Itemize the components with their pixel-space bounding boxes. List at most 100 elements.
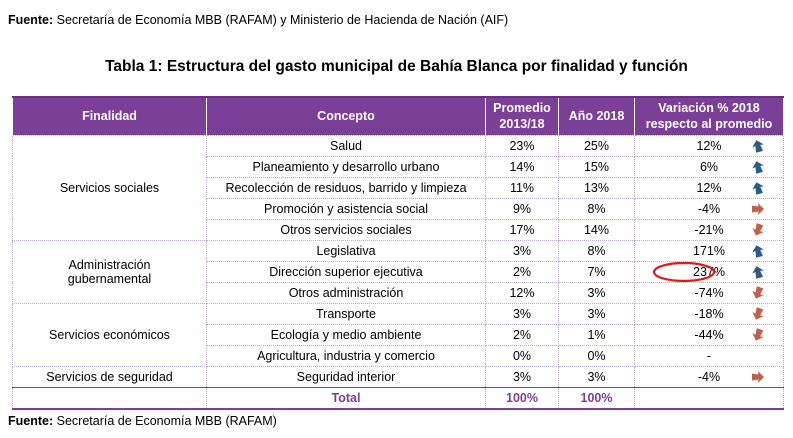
header-finalidad: Finalidad [12, 96, 207, 135]
concepto-cell: Otros servicios sociales [206, 218, 486, 241]
variacion-cell: -21% [634, 218, 784, 241]
variacion-cell: 237% [634, 260, 784, 283]
variacion-value: -4% [697, 201, 721, 216]
arrow-down-icon [752, 285, 764, 299]
finalidad-label: Servicios sociales [59, 180, 160, 195]
header-row: Finalidad Concepto Promedio 2013/18 Año 2… [12, 96, 784, 135]
concepto-cell: Promoción y asistencia social [206, 197, 486, 220]
finalidad-cell: Servicios económicos [12, 302, 207, 367]
anio-cell: 15% [558, 155, 635, 178]
variacion-value: 12% [696, 138, 722, 153]
concepto-cell: Planeamiento y desarrollo urbano [206, 155, 486, 178]
concepto-cell: Recolección de residuos, barrido y limpi… [206, 176, 486, 199]
promedio-cell: 14% [485, 155, 559, 178]
variacion-cell: 12% [634, 134, 784, 157]
total-label: Total [206, 386, 486, 410]
promedio-cell: 3% [485, 239, 559, 262]
variacion-value: 12% [696, 180, 722, 195]
variacion-value: 6% [699, 159, 719, 174]
table-row: Otros administración 12% 3% -74% [13, 281, 784, 304]
total-variacion-empty [634, 386, 784, 410]
table-row: Servicios sociales Salud 23% 25% 12% [12, 134, 784, 241]
source-note-top: Fuente: Secretaría de Economía MBB (RAFA… [8, 13, 508, 27]
finalidad-cell: Administración gubernamental [12, 239, 207, 304]
anio-cell: 25% [558, 134, 635, 157]
anio-cell: 1% [558, 323, 635, 346]
total-anio: 100% [558, 386, 635, 410]
arrow-down-icon [752, 306, 764, 320]
anio-cell: 8% [558, 197, 635, 220]
table-row: Planeamiento y desarrollo urbano 14% 15% 6% [13, 155, 784, 178]
promedio-cell: 0% [485, 344, 559, 367]
gasto-table: Finalidad Concepto Promedio 2013/18 Año 2… [12, 96, 784, 410]
promedio-cell: 3% [485, 302, 559, 325]
anio-cell: 8% [558, 239, 635, 262]
finalidad-label: Administración [68, 257, 151, 272]
promedio-cell: 17% [485, 218, 559, 241]
promedio-cell: 11% [485, 176, 559, 199]
variacion-value: -44% [694, 327, 724, 342]
table-row: Servicios de seguridad Seguridad interior… [12, 365, 784, 388]
promedio-cell: 3% [485, 365, 559, 388]
arrow-up-icon [752, 181, 764, 195]
header-promedio-line2: 2013/18 [499, 117, 545, 132]
arrow-right-icon [752, 370, 764, 383]
anio-cell: 3% [558, 365, 635, 388]
variacion-value: 237% [693, 264, 725, 279]
table-row: Servicios económicos Transporte 3% 3% -18% [12, 302, 784, 367]
variacion-value: -18% [694, 306, 724, 321]
finalidad-cell: Servicios sociales [12, 134, 207, 241]
variacion-value: -21% [694, 222, 724, 237]
table-title: Tabla 1: Estructura del gasto municipal … [105, 58, 688, 75]
header-concepto: Concepto [206, 96, 486, 135]
source-label: Fuente: [8, 414, 54, 428]
source-label: Fuente: [8, 13, 54, 27]
header-variacion: Variación % 2018 respecto al promedio [634, 96, 784, 135]
finalidad-cell: Servicios de seguridad [12, 365, 207, 388]
arrow-up-icon [752, 244, 764, 258]
source-note-bottom: Fuente: Secretaría de Economía MBB (RAFA… [8, 414, 277, 428]
variacion-cell: -74% [634, 281, 784, 304]
variacion-cell: -4% [634, 197, 784, 220]
arrow-up-icon [752, 139, 764, 153]
variacion-cell: - [634, 344, 784, 367]
concepto-cell: Seguridad interior [206, 365, 486, 388]
table-row: Agricultura, industria y comercio 0% 0% - [13, 344, 784, 367]
variacion-value: -74% [694, 285, 724, 300]
variacion-cell: 12% [634, 176, 784, 199]
table-body: Servicios sociales Salud 23% 25% 12% Planeami… [12, 134, 784, 410]
concepto-cell: Agricultura, industria y comercio [206, 344, 486, 367]
concepto-cell: Transporte [206, 302, 486, 325]
anio-cell: 7% [558, 260, 635, 283]
finalidad-label: gubernamental [67, 271, 152, 286]
variacion-value: 171% [693, 243, 725, 258]
finalidad-label: Servicios de seguridad [46, 369, 173, 384]
header-anio: Año 2018 [558, 96, 635, 135]
concepto-cell: Legislativa [206, 239, 486, 262]
table-row: Recolección de residuos, barrido y limpi… [13, 176, 784, 199]
variacion-cell: -18% [634, 302, 784, 325]
arrow-up-icon [752, 265, 764, 279]
header-promedio: Promedio 2013/18 [485, 96, 559, 135]
source-text: Secretaría de Economía MBB (RAFAM) y Min… [53, 13, 509, 27]
variacion-value: -4% [697, 369, 721, 384]
concepto-cell: Salud [206, 134, 486, 157]
table-row: Administración gubernamental Legislativa 3%… [12, 239, 784, 304]
anio-cell: 14% [558, 218, 635, 241]
variacion-cell: 171% [634, 239, 784, 262]
total-empty-cell [12, 386, 207, 410]
arrow-right-icon [752, 202, 764, 215]
variacion-cell: -44% [634, 323, 784, 346]
promedio-cell: 23% [485, 134, 559, 157]
promedio-cell: 2% [485, 323, 559, 346]
header-variacion-line1: Variación % 2018 [658, 101, 760, 116]
source-text: Secretaría de Economía MBB (RAFAM) [53, 414, 277, 428]
header-promedio-line1: Promedio [493, 101, 551, 116]
table-row: Dirección superior ejecutiva 2% 7% 237% [13, 260, 784, 283]
concepto-cell: Dirección superior ejecutiva [206, 260, 486, 283]
anio-cell: 3% [558, 281, 635, 304]
arrow-up-icon [752, 160, 764, 174]
promedio-cell: 12% [485, 281, 559, 304]
anio-cell: 3% [558, 302, 635, 325]
variacion-cell: 6% [634, 155, 784, 178]
